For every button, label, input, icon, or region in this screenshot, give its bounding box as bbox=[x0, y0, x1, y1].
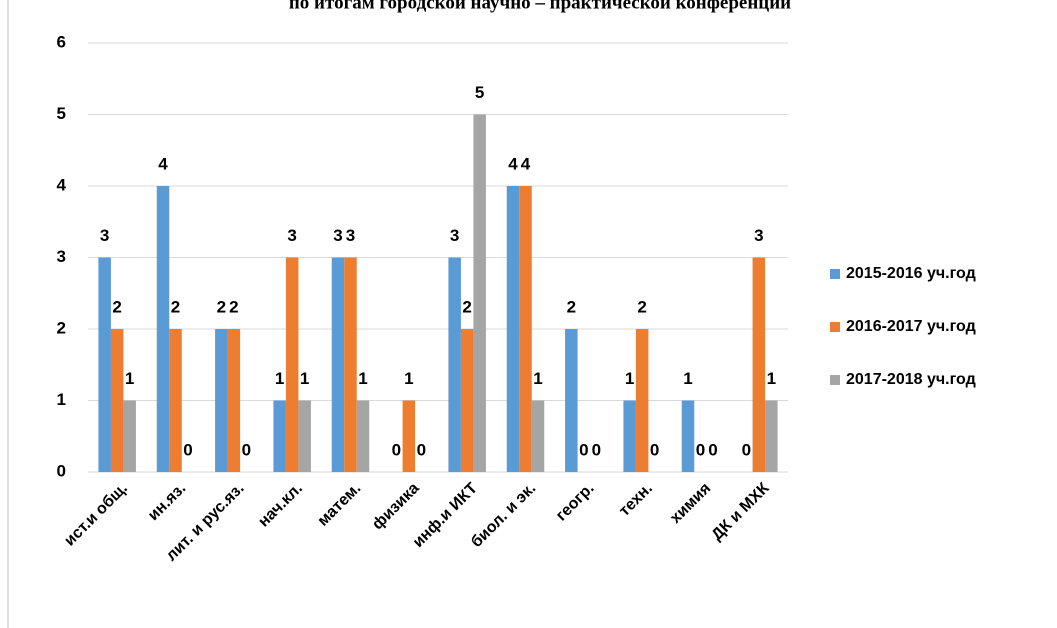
value-label: 3 bbox=[450, 226, 459, 245]
y-tick-label: 0 bbox=[57, 461, 66, 480]
legend-label: 2015-2016 уч.год bbox=[846, 265, 976, 282]
bar bbox=[110, 329, 124, 472]
bar bbox=[273, 400, 286, 472]
value-label: 0 bbox=[417, 440, 426, 459]
value-label: 2 bbox=[637, 297, 646, 316]
bar bbox=[169, 329, 182, 472]
bar bbox=[448, 257, 461, 472]
value-label: 1 bbox=[533, 369, 542, 388]
value-label: 2 bbox=[567, 297, 576, 316]
y-tick-label: 1 bbox=[57, 390, 66, 409]
bar bbox=[623, 400, 636, 472]
bar bbox=[98, 257, 111, 472]
y-tick-label: 2 bbox=[57, 318, 66, 337]
x-tick-label: матем. bbox=[315, 480, 365, 530]
x-tick-label: ист.и общ. bbox=[61, 480, 131, 550]
bar bbox=[565, 329, 578, 472]
value-label: 0 bbox=[742, 440, 751, 459]
value-label: 1 bbox=[300, 369, 309, 388]
value-label: 2 bbox=[217, 297, 226, 316]
value-label: 0 bbox=[242, 440, 251, 459]
chart-title: по итогам городской научно – практическо… bbox=[289, 0, 791, 13]
bar bbox=[227, 329, 241, 472]
bar bbox=[506, 186, 520, 472]
y-tick-label: 4 bbox=[57, 175, 67, 194]
legend-swatch bbox=[830, 375, 840, 385]
bar bbox=[344, 257, 357, 472]
value-label: 1 bbox=[404, 369, 413, 388]
bar bbox=[531, 400, 545, 472]
value-label: 3 bbox=[287, 226, 296, 245]
x-tick-label: геогр. bbox=[553, 480, 598, 525]
bar bbox=[156, 186, 170, 472]
x-tick-label: техн. bbox=[616, 480, 656, 520]
value-label: 1 bbox=[767, 369, 776, 388]
bar bbox=[519, 186, 532, 472]
value-label: 3 bbox=[754, 226, 763, 245]
value-label: 0 bbox=[592, 440, 601, 459]
bar bbox=[215, 329, 228, 472]
bar bbox=[681, 400, 695, 472]
y-tick-label: 6 bbox=[57, 32, 66, 51]
legend-swatch bbox=[830, 322, 840, 332]
x-tick-label: ДК и МХК bbox=[709, 480, 773, 544]
value-label: 3 bbox=[333, 226, 342, 245]
value-label: 0 bbox=[392, 440, 401, 459]
x-tick-label: нач.кл. bbox=[255, 480, 306, 531]
bar bbox=[298, 400, 311, 472]
bar bbox=[402, 400, 416, 472]
bar bbox=[752, 257, 766, 472]
value-label: 0 bbox=[650, 440, 659, 459]
bar bbox=[473, 114, 486, 472]
bar bbox=[331, 257, 345, 472]
bar bbox=[765, 400, 778, 472]
value-label: 4 bbox=[158, 154, 168, 173]
bar bbox=[123, 400, 136, 472]
bar bbox=[460, 329, 474, 472]
value-label: 4 bbox=[521, 154, 531, 173]
value-label: 2 bbox=[462, 297, 471, 316]
value-label: 1 bbox=[625, 369, 634, 388]
value-label: 3 bbox=[100, 226, 109, 245]
y-tick-label: 5 bbox=[57, 104, 66, 123]
value-label: 1 bbox=[358, 369, 367, 388]
y-tick-label: 3 bbox=[57, 247, 66, 266]
x-tick-label: физика bbox=[369, 480, 422, 533]
value-label: 4 bbox=[508, 154, 518, 173]
x-tick-label: ин.яз. bbox=[145, 480, 189, 524]
legend-label: 2017-2018 уч.год bbox=[846, 371, 976, 388]
value-label: 0 bbox=[579, 440, 588, 459]
value-label: 0 bbox=[708, 440, 717, 459]
value-label: 2 bbox=[229, 297, 238, 316]
bar bbox=[285, 257, 299, 472]
value-label: 2 bbox=[171, 297, 180, 316]
value-label: 2 bbox=[112, 297, 121, 316]
x-tick-label: химия bbox=[667, 480, 714, 527]
legend-swatch bbox=[830, 269, 840, 279]
value-label: 0 bbox=[696, 440, 705, 459]
legend-label: 2016-2017 уч.год bbox=[846, 318, 976, 335]
value-label: 3 bbox=[346, 226, 355, 245]
value-label: 5 bbox=[475, 83, 484, 102]
value-label: 1 bbox=[683, 369, 692, 388]
bar bbox=[635, 329, 649, 472]
value-label: 1 bbox=[125, 369, 134, 388]
bar bbox=[356, 400, 370, 472]
value-label: 1 bbox=[275, 369, 284, 388]
value-label: 0 bbox=[183, 440, 192, 459]
